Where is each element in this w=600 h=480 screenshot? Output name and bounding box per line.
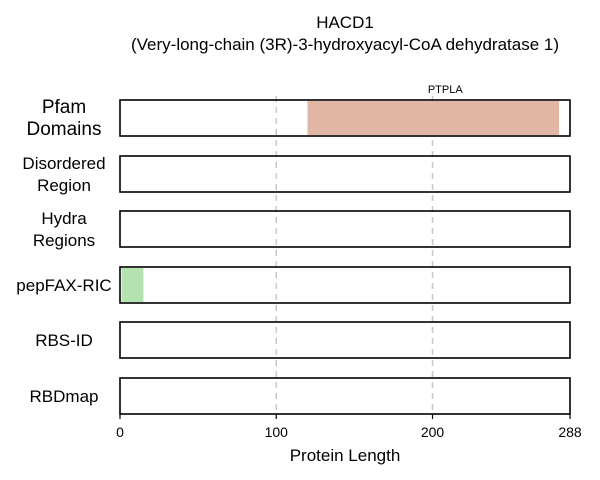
x-tick-label: 288 xyxy=(558,424,582,440)
row-label: pepFAX-RIC xyxy=(16,276,111,295)
track-row: Hydra Regions xyxy=(33,209,571,250)
x-axis: 0 100 200 288 xyxy=(116,414,582,440)
x-tick-label: 200 xyxy=(421,424,445,440)
row-label-line: Regions xyxy=(33,231,95,250)
domain-segment xyxy=(121,268,144,302)
row-label-line: Domains xyxy=(27,119,102,140)
track-frame xyxy=(119,210,571,248)
track-frame xyxy=(119,155,571,193)
track-row: RBDmap xyxy=(30,377,571,415)
track-frame xyxy=(119,99,571,137)
track-frame xyxy=(119,321,571,359)
row-label: RBS-ID xyxy=(35,331,93,350)
track-frame xyxy=(119,266,571,304)
row-label-line: Disordered xyxy=(22,154,105,173)
chart-subtitle: (Very-long-chain (3R)-3-hydroxyacyl-CoA … xyxy=(131,35,559,54)
domain-segment xyxy=(307,101,560,135)
x-axis-title: Protein Length xyxy=(290,446,401,465)
track-row: pepFAX-RIC xyxy=(16,266,571,304)
grid-lines xyxy=(275,96,434,414)
row-label: Pfam Domains xyxy=(27,97,102,140)
row-label-line: RBDmap xyxy=(30,387,99,406)
row-label: Disordered Region xyxy=(22,154,105,195)
x-tick-label: 100 xyxy=(265,424,289,440)
row-label-line: Region xyxy=(37,176,91,195)
x-tick-label: 0 xyxy=(116,424,124,440)
row-label-line: Pfam xyxy=(42,97,86,118)
row-label: Hydra Regions xyxy=(33,209,95,250)
row-label: RBDmap xyxy=(30,387,99,406)
track-frame xyxy=(119,377,571,415)
track-row: Disordered Region xyxy=(22,154,571,195)
row-label-line: RBS-ID xyxy=(35,331,93,350)
row-label-line: pepFAX-RIC xyxy=(16,276,111,295)
track-rows: PTPLA Pfam Domains Disordered Region Hydra Reg… xyxy=(16,84,571,415)
row-label-line: Hydra xyxy=(41,209,87,228)
chart-title: HACD1 xyxy=(316,13,374,32)
track-row: PTPLA Pfam Domains xyxy=(27,84,571,140)
track-row: RBS-ID xyxy=(35,321,571,359)
domain-label: PTPLA xyxy=(428,84,464,96)
